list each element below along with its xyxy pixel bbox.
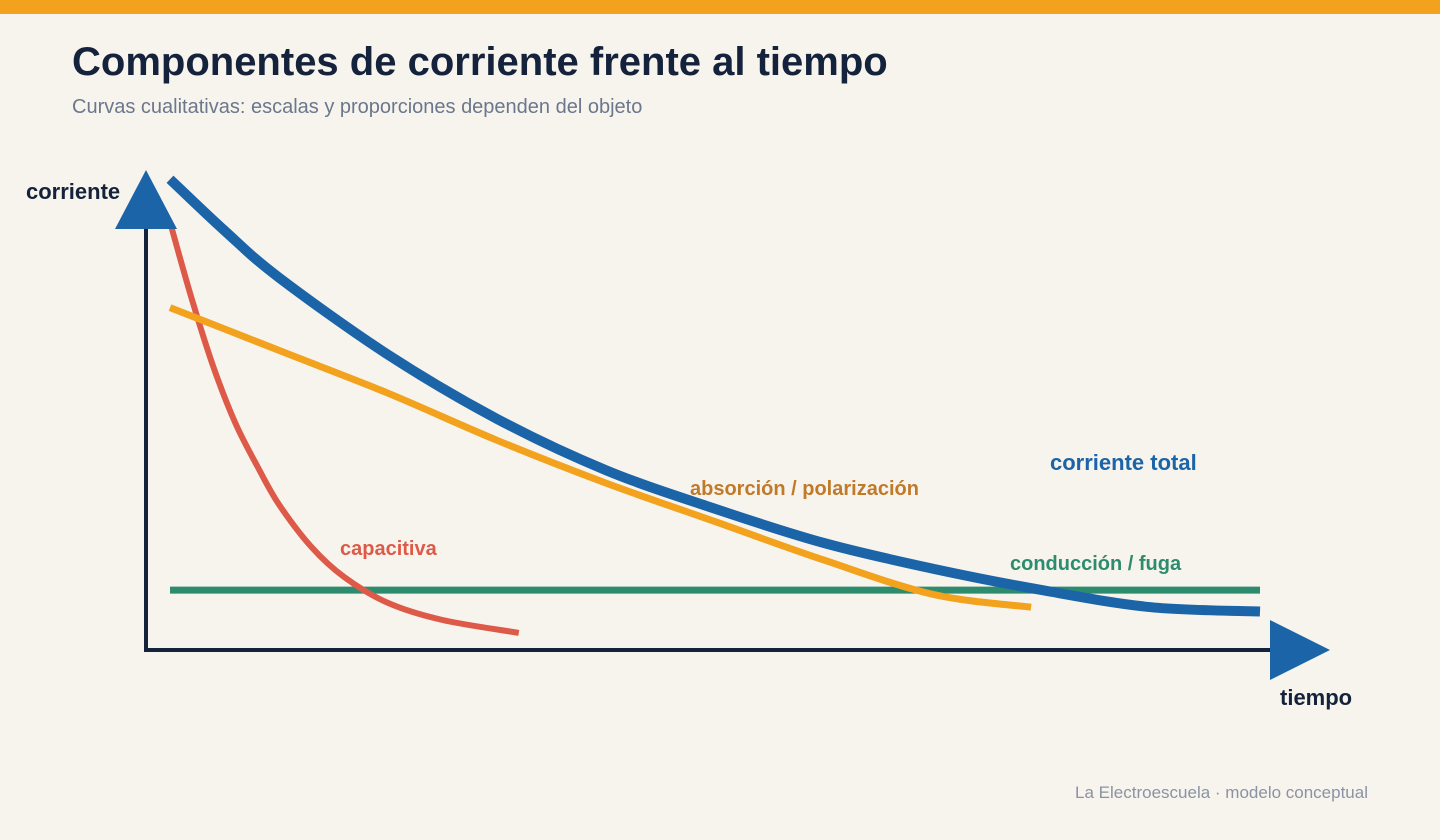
series-line-capacitiva	[167, 221, 520, 636]
series-label-conduccion: conducción / fuga	[1010, 553, 1182, 575]
page-title: Componentes de corriente frente al tiemp…	[72, 40, 888, 84]
series-line-absorcion	[168, 304, 1032, 611]
y-axis-arrow-icon	[115, 170, 177, 229]
y-axis-label: corriente	[26, 179, 120, 204]
series-label-total: corriente total	[1050, 450, 1197, 475]
series-label-capacitiva: capacitiva	[340, 538, 438, 560]
footer-credit: La Electroescuela · modelo conceptual	[1075, 783, 1368, 802]
page-subtitle: Curvas cualitativas: escalas y proporcio…	[72, 96, 643, 118]
accent-top-bar	[0, 0, 1440, 14]
x-axis-label: tiempo	[1280, 685, 1352, 710]
series-line-total	[166, 175, 1261, 617]
series-label-absorcion: absorción / polarización	[690, 478, 919, 500]
x-axis-arrow-icon	[1270, 620, 1330, 680]
